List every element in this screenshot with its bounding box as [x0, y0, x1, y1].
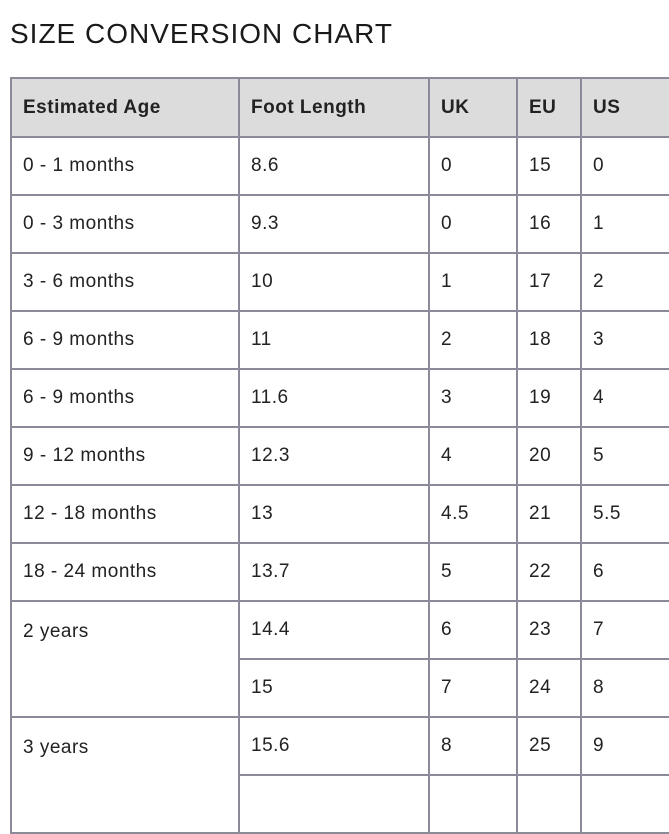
us-cell: 7 — [580, 600, 669, 660]
us-cell: 1 — [580, 194, 669, 254]
us-cell — [580, 774, 669, 834]
eu-cell — [516, 774, 582, 834]
foot-length-cell: 10 — [238, 252, 430, 312]
uk-cell: 3 — [428, 368, 518, 428]
header-foot-length: Foot Length — [238, 77, 430, 138]
eu-cell: 15 — [516, 136, 582, 196]
foot-length-cell: 13 — [238, 484, 430, 544]
header-estimated-age: Estimated Age — [10, 77, 240, 138]
foot-length-cell: 12.3 — [238, 426, 430, 486]
eu-cell: 22 — [516, 542, 582, 602]
uk-cell: 4.5 — [428, 484, 518, 544]
eu-cell: 18 — [516, 310, 582, 370]
table-row: 3 years 15.6 8 25 9 — [10, 716, 669, 834]
uk-cell: 0 — [428, 136, 518, 196]
table-row: 2 years 14.4 6 23 7 — [10, 600, 669, 718]
foot-length-cell: 13.7 — [238, 542, 430, 602]
header-uk: UK — [428, 77, 518, 138]
age-cell: 3 years — [10, 716, 240, 834]
uk-cell: 0 — [428, 194, 518, 254]
table-header-row: Estimated Age Foot Length UK EU US — [10, 77, 669, 138]
uk-cell: 8 — [428, 716, 518, 776]
table-row: 0 - 1 months 8.6 0 15 0 — [10, 136, 669, 196]
age-cell: 2 years — [10, 600, 240, 718]
table-row: 6 - 9 months 11.6 3 19 4 — [10, 368, 669, 428]
eu-cell: 20 — [516, 426, 582, 486]
page-title: SIZE CONVERSION CHART — [10, 18, 393, 49]
age-cell: 0 - 3 months — [10, 194, 240, 254]
table-row: 18 - 24 months 13.7 5 22 6 — [10, 542, 669, 602]
foot-length-cell: 9.3 — [238, 194, 430, 254]
header-us: US — [580, 77, 669, 138]
uk-cell: 1 — [428, 252, 518, 312]
eu-cell: 21 — [516, 484, 582, 544]
age-cell: 9 - 12 months — [10, 426, 240, 486]
eu-cell: 23 — [516, 600, 582, 660]
eu-cell: 19 — [516, 368, 582, 428]
foot-length-cell — [238, 774, 430, 834]
table-row: 3 - 6 months 10 1 17 2 — [10, 252, 669, 312]
us-cell: 5 — [580, 426, 669, 486]
uk-cell: 5 — [428, 542, 518, 602]
age-cell: 3 - 6 months — [10, 252, 240, 312]
eu-cell: 17 — [516, 252, 582, 312]
eu-cell: 24 — [516, 658, 582, 718]
eu-cell: 16 — [516, 194, 582, 254]
us-cell: 4 — [580, 368, 669, 428]
us-cell: 5.5 — [580, 484, 669, 544]
table-row: 12 - 18 months 13 4.5 21 5.5 — [10, 484, 669, 544]
age-cell: 6 - 9 months — [10, 368, 240, 428]
us-cell: 2 — [580, 252, 669, 312]
uk-cell: 2 — [428, 310, 518, 370]
uk-cell: 4 — [428, 426, 518, 486]
us-cell: 8 — [580, 658, 669, 718]
table-row: 0 - 3 months 9.3 0 16 1 — [10, 194, 669, 254]
us-cell: 6 — [580, 542, 669, 602]
foot-length-cell: 11 — [238, 310, 430, 370]
foot-length-cell: 11.6 — [238, 368, 430, 428]
uk-cell — [428, 774, 518, 834]
age-cell: 12 - 18 months — [10, 484, 240, 544]
age-cell: 18 - 24 months — [10, 542, 240, 602]
age-cell: 0 - 1 months — [10, 136, 240, 196]
foot-length-cell: 14.4 — [238, 600, 430, 660]
us-cell: 9 — [580, 716, 669, 776]
header-eu: EU — [516, 77, 582, 138]
foot-length-cell: 8.6 — [238, 136, 430, 196]
uk-cell: 7 — [428, 658, 518, 718]
size-conversion-table: Estimated Age Foot Length UK EU US 0 - 1… — [10, 77, 669, 834]
us-cell: 3 — [580, 310, 669, 370]
uk-cell: 6 — [428, 600, 518, 660]
foot-length-cell: 15 — [238, 658, 430, 718]
table-row: 15 7 24 8 — [11, 658, 669, 718]
eu-cell: 25 — [516, 716, 582, 776]
table-row: 9 - 12 months 12.3 4 20 5 — [10, 426, 669, 486]
foot-length-cell: 15.6 — [238, 716, 430, 776]
us-cell: 0 — [580, 136, 669, 196]
age-cell: 6 - 9 months — [10, 310, 240, 370]
table-row: 6 - 9 months 11 2 18 3 — [10, 310, 669, 370]
